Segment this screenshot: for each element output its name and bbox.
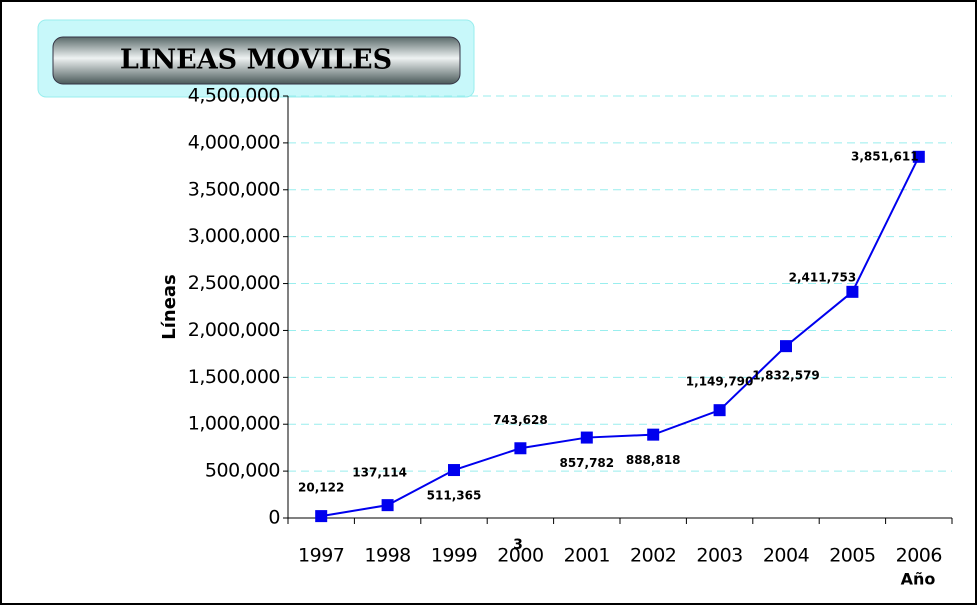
marker bbox=[381, 499, 394, 512]
value-label: 1,832,579 bbox=[752, 369, 820, 383]
marker bbox=[713, 404, 726, 417]
marker bbox=[315, 510, 328, 523]
y-tick-label: 2,500,000 bbox=[188, 272, 280, 294]
marker bbox=[514, 442, 527, 455]
x-axis-label: Año bbox=[901, 570, 936, 589]
value-label: 511,365 bbox=[427, 489, 482, 503]
y-tick-label: 1,500,000 bbox=[188, 366, 280, 388]
y-tick-label: 2,000,000 bbox=[188, 319, 280, 341]
line bbox=[321, 156, 920, 518]
x-tick-label: 2002 bbox=[630, 545, 676, 567]
value-label: 743,628 bbox=[493, 413, 548, 427]
y-tick-label: 500,000 bbox=[205, 460, 280, 482]
x-tick-label: 2004 bbox=[763, 545, 810, 567]
y-tick-label: 3,500,000 bbox=[188, 178, 280, 200]
marker bbox=[647, 428, 660, 441]
value-label: 20,122 bbox=[298, 481, 344, 495]
value-label: 857,782 bbox=[559, 456, 614, 470]
value-label: 888,818 bbox=[626, 453, 681, 467]
value-label: 1,149,790 bbox=[686, 375, 754, 389]
y-axis-label: Líneas bbox=[159, 274, 180, 340]
annotation: 3 bbox=[513, 537, 523, 553]
y-tick-label: 0 bbox=[268, 507, 280, 529]
x-tick-label: 2001 bbox=[564, 545, 610, 567]
x-tick-label: 2006 bbox=[896, 545, 942, 567]
y-tick-label: 3,000,000 bbox=[188, 225, 280, 247]
marker bbox=[912, 150, 925, 163]
marker bbox=[846, 285, 859, 298]
marker bbox=[780, 340, 792, 353]
title-button bbox=[52, 36, 461, 85]
x-tick-label: 2005 bbox=[829, 545, 875, 567]
value-label: 2,411,753 bbox=[789, 270, 857, 284]
y-tick-label: 4,000,000 bbox=[188, 131, 280, 153]
y-tick-label: 4,500,000 bbox=[188, 85, 280, 107]
value-label: 137,114 bbox=[352, 466, 407, 480]
x-tick-label: 2000 bbox=[497, 545, 543, 567]
marker bbox=[580, 431, 593, 444]
marker bbox=[448, 464, 460, 477]
x-tick-label: 1999 bbox=[431, 545, 477, 567]
y-tick-label: 1,000,000 bbox=[188, 413, 280, 435]
x-tick-label: 1997 bbox=[298, 545, 344, 567]
chart-title: LINEAS MOVILES bbox=[120, 45, 392, 76]
x-tick-label: 2003 bbox=[696, 545, 742, 567]
value-label: 3,851,611 bbox=[851, 149, 919, 163]
x-tick-label: 1998 bbox=[364, 545, 410, 567]
